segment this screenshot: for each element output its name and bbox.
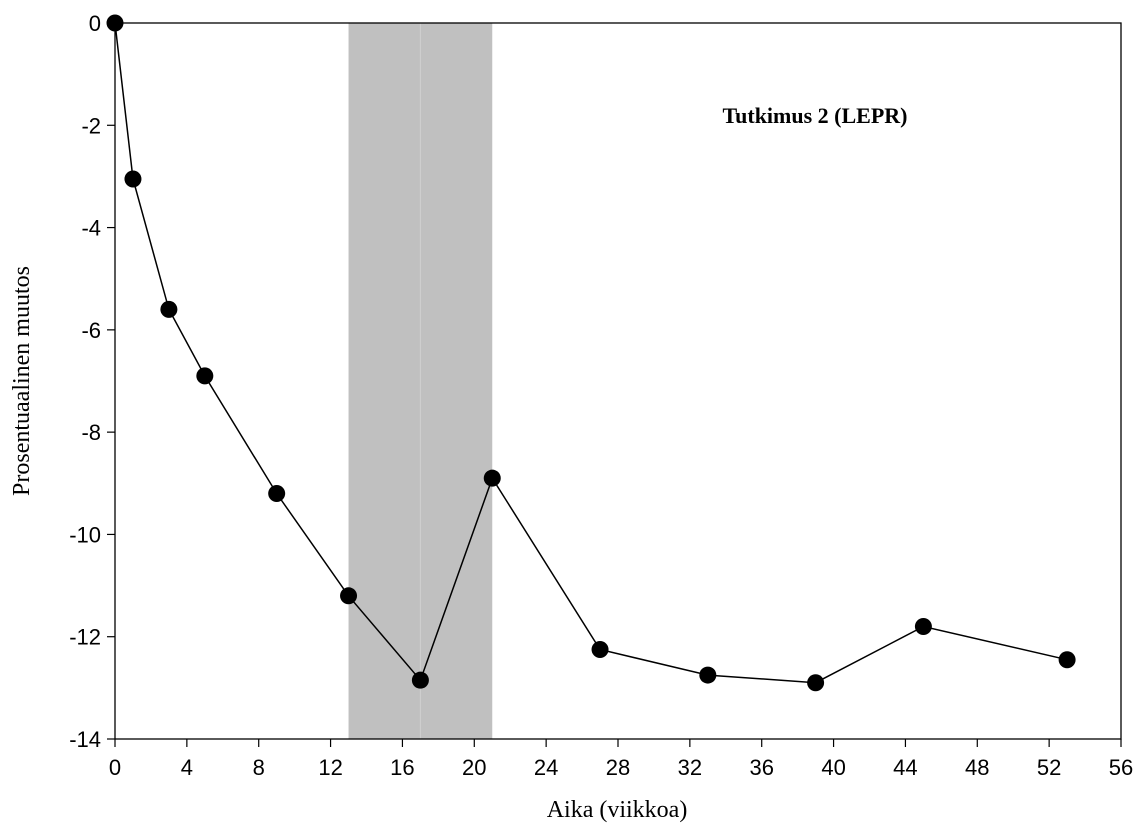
y-tick-label: 0 — [89, 11, 101, 36]
x-tick-label: 4 — [181, 755, 193, 780]
y-tick-label: -12 — [69, 625, 101, 650]
data-point — [196, 367, 214, 385]
data-point — [591, 641, 609, 658]
y-tick-label: -4 — [81, 216, 101, 241]
series-line-layer — [114, 22, 1068, 684]
data-point — [268, 485, 286, 503]
x-tick-label: 40 — [821, 755, 845, 780]
x-tick-label: 56 — [1109, 755, 1133, 780]
y-tick-label: -8 — [81, 420, 101, 445]
shaded-region-1 — [348, 23, 421, 739]
x-tick-label: 20 — [462, 755, 486, 780]
shaded-region-2 — [420, 23, 493, 739]
x-tick-label: 12 — [318, 755, 342, 780]
x-tick-label: 36 — [749, 755, 773, 780]
x-tick-label: 32 — [678, 755, 702, 780]
chart-annotation: Tutkimus 2 (LEPR) — [722, 103, 907, 128]
series-line — [114, 22, 1068, 684]
x-tick-label: 16 — [390, 755, 414, 780]
y-tick-label: -10 — [69, 522, 101, 547]
y-tick-label: -14 — [69, 727, 101, 752]
shaded-regions — [348, 23, 493, 739]
x-tick-label: 48 — [965, 755, 989, 780]
x-tick-label: 0 — [109, 755, 121, 780]
x-tick-label: 52 — [1037, 755, 1061, 780]
data-point — [699, 666, 717, 684]
x-axis-title: Aika (viikkoa) — [547, 797, 688, 823]
data-point — [807, 674, 825, 692]
tick-labels: 0 4 8 12 16 20 24 28 32 36 40 44 48 52 560-2-4-6-8-10-… — [69, 11, 1133, 780]
data-point — [914, 617, 932, 635]
x-tick-label: 44 — [893, 755, 917, 780]
data-points — [106, 14, 1076, 692]
data-point — [1058, 651, 1076, 669]
x-tick-label: 8 — [253, 755, 265, 780]
y-tick-label: -2 — [81, 113, 101, 138]
y-axis-title: Prosentuaalinen muutos — [9, 266, 35, 496]
y-tick-label: -6 — [81, 318, 101, 343]
data-point — [340, 587, 358, 605]
x-tick-label: 28 — [606, 755, 630, 780]
data-point — [160, 300, 178, 318]
data-point — [483, 469, 501, 487]
data-point — [411, 671, 429, 689]
plot-frame — [114, 22, 1122, 740]
axes — [107, 22, 1122, 747]
data-point — [124, 170, 142, 188]
x-tick-label: 24 — [534, 755, 558, 780]
